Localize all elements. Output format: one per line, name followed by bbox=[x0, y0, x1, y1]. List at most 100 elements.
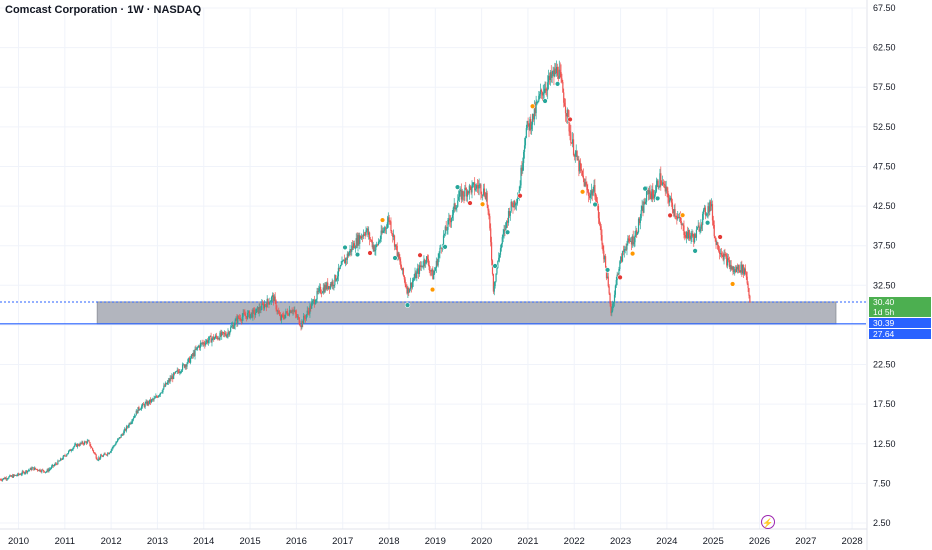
candle-body bbox=[652, 189, 654, 196]
candle-body bbox=[638, 218, 641, 224]
lightning-icon[interactable]: ⚡ bbox=[761, 515, 775, 529]
candle-body bbox=[427, 258, 429, 265]
candle-body bbox=[703, 207, 706, 210]
candle-body bbox=[118, 437, 120, 439]
candle-body bbox=[245, 315, 247, 317]
candle-body bbox=[336, 279, 338, 281]
candle-body bbox=[637, 232, 639, 235]
candle-body bbox=[94, 453, 96, 455]
candle-body bbox=[685, 237, 687, 238]
chart-title: Comcast Corporation · 1W · NASDAQ bbox=[5, 4, 202, 16]
candle-body bbox=[124, 428, 126, 432]
candle-body bbox=[330, 283, 332, 286]
candle-body bbox=[561, 78, 563, 83]
candle-body bbox=[640, 210, 642, 219]
candle-body bbox=[128, 423, 130, 427]
candle-body bbox=[446, 229, 448, 231]
candle-body bbox=[661, 182, 664, 185]
candle-body bbox=[452, 207, 454, 215]
candle-body bbox=[214, 337, 216, 340]
event-marker bbox=[704, 220, 711, 226]
axes: 2.507.5012.5017.5022.5027.5032.5037.5042… bbox=[0, 0, 896, 550]
candle-body bbox=[571, 143, 573, 144]
candle-body bbox=[718, 251, 721, 254]
candle-body bbox=[681, 224, 683, 226]
candle-body bbox=[181, 370, 183, 372]
candle-body bbox=[730, 264, 732, 270]
candle-body bbox=[501, 237, 503, 244]
candle-body bbox=[253, 309, 255, 311]
candle-body bbox=[210, 335, 212, 343]
event-marker bbox=[642, 185, 648, 192]
candle-body bbox=[159, 392, 161, 395]
y-tick-label: 62.50 bbox=[873, 43, 896, 53]
candle-body bbox=[352, 243, 355, 248]
candle-body bbox=[11, 475, 14, 478]
candle-body bbox=[747, 283, 749, 289]
candle-body bbox=[91, 447, 93, 449]
candle-body bbox=[304, 317, 307, 319]
x-tick-label: 2023 bbox=[610, 536, 631, 547]
candle-body bbox=[396, 245, 398, 257]
candle-body bbox=[81, 441, 83, 444]
candle-body bbox=[641, 206, 643, 211]
candle-body bbox=[487, 205, 489, 211]
candle-body bbox=[13, 474, 15, 476]
candle-body bbox=[62, 456, 64, 460]
event-marker bbox=[579, 189, 586, 195]
candle-body bbox=[671, 202, 673, 210]
candle-body bbox=[460, 189, 462, 200]
candle-body bbox=[708, 206, 710, 212]
candle-body bbox=[635, 230, 637, 236]
x-tick-label: 2024 bbox=[656, 536, 677, 547]
candle-body bbox=[283, 317, 285, 319]
candle-body bbox=[677, 216, 679, 219]
candle-body bbox=[271, 295, 274, 298]
event-marker bbox=[342, 244, 348, 251]
candle-body bbox=[538, 95, 540, 102]
candle-body bbox=[560, 72, 562, 79]
candle-body bbox=[609, 293, 611, 304]
candle-body bbox=[96, 458, 98, 461]
candle-body bbox=[624, 249, 626, 250]
candle-body bbox=[566, 109, 568, 117]
candle-body bbox=[439, 247, 441, 254]
candle-body bbox=[491, 260, 494, 274]
candle-body bbox=[507, 211, 510, 223]
candle-body bbox=[462, 190, 464, 196]
candle-body bbox=[675, 215, 677, 217]
candle-body bbox=[347, 253, 349, 257]
candle-body bbox=[429, 270, 431, 271]
candle-body bbox=[239, 318, 242, 321]
candle-body bbox=[41, 469, 43, 472]
candle-body bbox=[126, 426, 128, 428]
candle-body bbox=[162, 388, 164, 392]
candle-body bbox=[483, 188, 486, 196]
candle-body bbox=[662, 182, 665, 184]
candle-body bbox=[336, 276, 339, 280]
candle-body bbox=[190, 354, 193, 359]
candle-body bbox=[740, 264, 742, 273]
candle-body bbox=[329, 283, 332, 289]
candle-body bbox=[328, 286, 331, 289]
candle-body bbox=[398, 252, 400, 259]
candle-body bbox=[282, 315, 284, 318]
candle-body bbox=[582, 175, 584, 179]
candle-body bbox=[198, 345, 201, 348]
candle-body bbox=[144, 403, 146, 407]
event-markers bbox=[342, 81, 736, 308]
candle-body bbox=[98, 457, 100, 460]
candle-body bbox=[364, 234, 366, 236]
candle-body bbox=[735, 269, 737, 273]
candle-body bbox=[682, 224, 684, 226]
candle-body bbox=[665, 187, 667, 192]
candle-body bbox=[539, 89, 542, 95]
candle-body bbox=[202, 342, 204, 344]
candle-body bbox=[209, 335, 211, 337]
candle-body bbox=[504, 229, 506, 232]
candle-body bbox=[626, 243, 628, 250]
candle-body bbox=[476, 185, 478, 187]
candle-body bbox=[509, 211, 511, 216]
candle-body bbox=[74, 444, 76, 447]
